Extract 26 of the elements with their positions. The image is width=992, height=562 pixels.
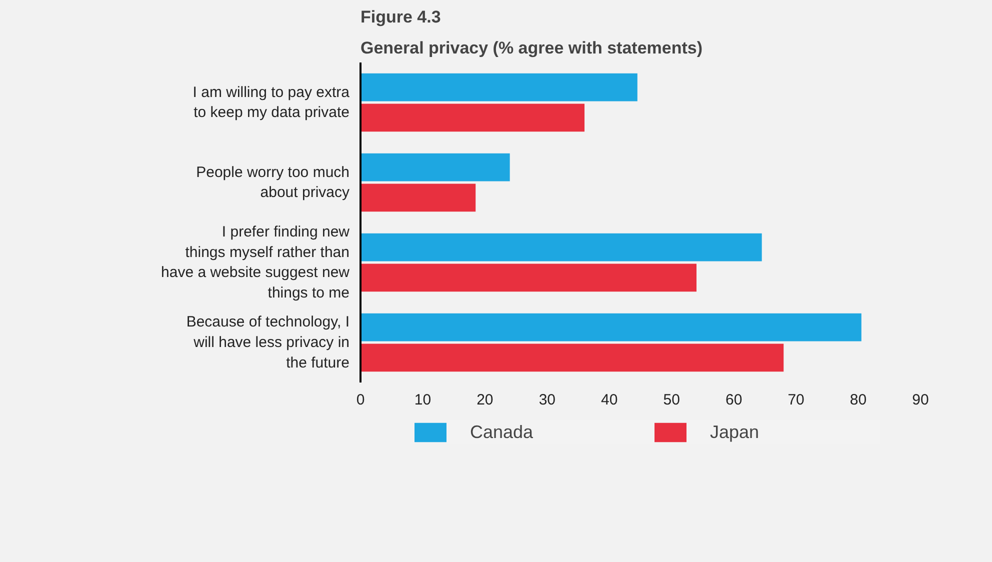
x-tick-label: 80 <box>850 392 867 408</box>
bar <box>360 153 510 182</box>
chart-title: Figure 4.3 <box>360 8 441 26</box>
bar <box>360 184 476 212</box>
x-tick-label: 40 <box>601 392 618 408</box>
chart-subtitle: General privacy (% agree with statements) <box>360 38 703 58</box>
bar <box>360 344 784 372</box>
legend-label: Japan <box>710 422 760 442</box>
bar <box>360 104 584 132</box>
y-tick-label: I prefer finding new things myself rather than have a website suggest new things to me <box>161 223 350 302</box>
x-tick-label: 60 <box>725 392 742 408</box>
x-tick-label: 0 <box>356 392 365 408</box>
y-tick-label: I am willing to pay extra to keep my data private <box>192 84 350 122</box>
x-tick-label: 70 <box>788 392 804 408</box>
legend-label: Canada <box>470 422 534 442</box>
x-tick-label: 30 <box>538 392 556 408</box>
bar <box>360 233 762 262</box>
x-tick-label: 50 <box>663 392 680 408</box>
x-tick-label: 10 <box>414 392 432 408</box>
y-tick-label: Because of technology, I will have less privacy in the future <box>186 314 350 372</box>
x-tick-label: 20 <box>476 392 494 408</box>
x-tick-label: 90 <box>912 392 929 408</box>
bar <box>360 313 862 342</box>
bar <box>360 73 638 102</box>
y-tick-label: People worry too much about privacy <box>196 164 350 202</box>
bar <box>360 264 696 292</box>
